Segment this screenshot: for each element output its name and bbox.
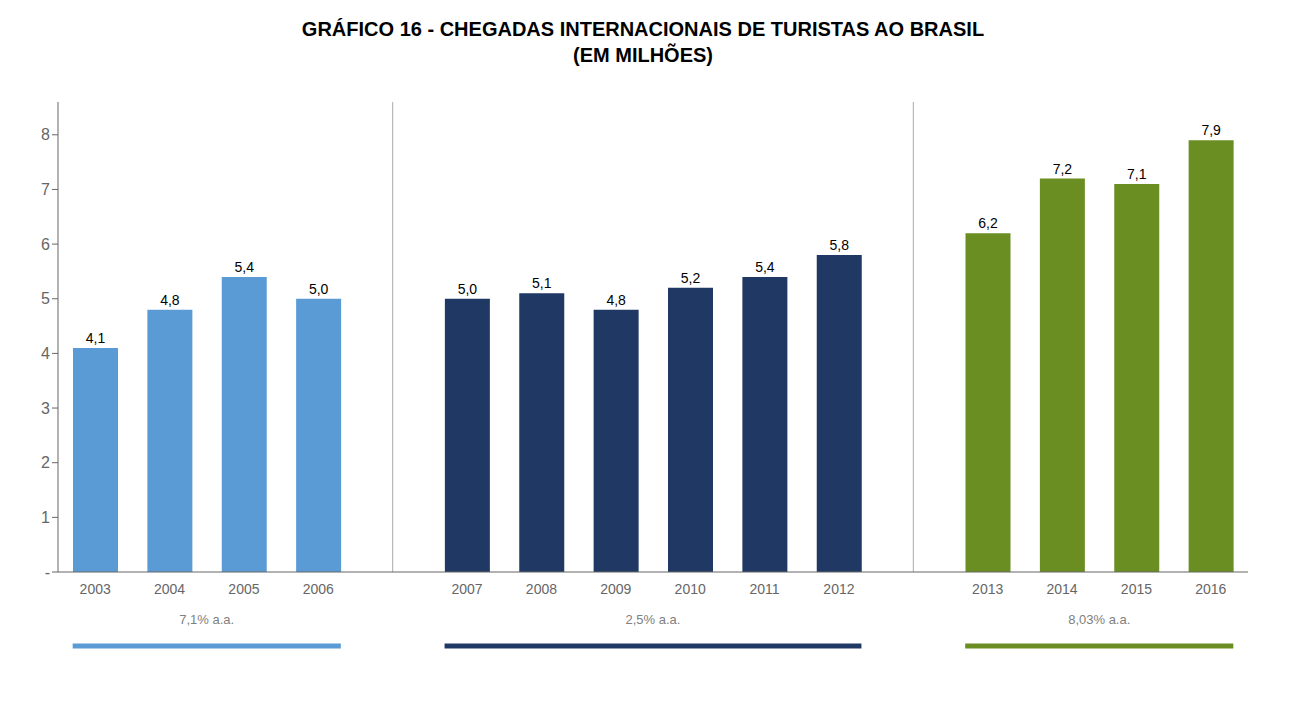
svg-text:2003: 2003 — [80, 581, 111, 597]
svg-text:2014: 2014 — [1046, 581, 1077, 597]
svg-text:7,2: 7,2 — [1053, 161, 1073, 177]
svg-text:2007: 2007 — [451, 581, 482, 597]
svg-text:5,4: 5,4 — [235, 259, 255, 275]
svg-text:5: 5 — [41, 290, 50, 307]
svg-text:2: 2 — [41, 454, 50, 471]
svg-text:2004: 2004 — [154, 581, 185, 597]
svg-text:5,8: 5,8 — [830, 237, 850, 253]
svg-text:4,1: 4,1 — [86, 330, 106, 346]
svg-text:5,1: 5,1 — [532, 275, 552, 291]
svg-text:2006: 2006 — [303, 581, 334, 597]
svg-text:6: 6 — [41, 236, 50, 253]
svg-text:6,2: 6,2 — [978, 215, 998, 231]
svg-text:2,5% a.a.: 2,5% a.a. — [626, 612, 681, 627]
svg-text:3: 3 — [41, 400, 50, 417]
svg-text:2008: 2008 — [526, 581, 557, 597]
svg-text:4: 4 — [41, 345, 50, 362]
svg-text:2013: 2013 — [972, 581, 1003, 597]
svg-text:2009: 2009 — [600, 581, 631, 597]
svg-text:7,9: 7,9 — [1201, 122, 1221, 138]
svg-text:5,2: 5,2 — [681, 270, 701, 286]
svg-text:7,1% a.a.: 7,1% a.a. — [179, 612, 234, 627]
svg-text:2011: 2011 — [750, 581, 780, 597]
svg-text:2016: 2016 — [1195, 581, 1226, 597]
svg-text:2012: 2012 — [823, 581, 854, 597]
svg-text:4,8: 4,8 — [606, 292, 626, 308]
svg-text:5,0: 5,0 — [309, 281, 329, 297]
svg-text:5,4: 5,4 — [755, 259, 775, 275]
svg-text:7: 7 — [41, 181, 50, 198]
svg-text:-: - — [45, 564, 50, 581]
html-text:GRÁFICO 16 - CHEGADAS INTERNAC: GRÁFICO 16 - CHEGADAS INTERNACIONAIS DE … — [301, 18, 985, 66]
svg-text:1: 1 — [41, 509, 50, 526]
svg-text:5,0: 5,0 — [458, 281, 478, 297]
svg-text:8,03% a.a.: 8,03% a.a. — [1068, 612, 1130, 627]
svg-text:2005: 2005 — [228, 581, 259, 597]
svg-text:4,8: 4,8 — [160, 292, 180, 308]
svg-text:7,1: 7,1 — [1127, 166, 1147, 182]
svg-text:2015: 2015 — [1121, 581, 1152, 597]
svg-text:2010: 2010 — [675, 581, 706, 597]
svg-text:8: 8 — [41, 126, 50, 143]
